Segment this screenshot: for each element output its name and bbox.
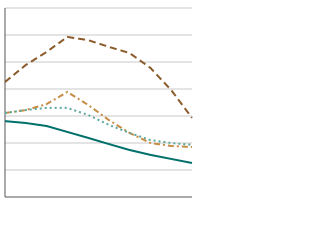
series-line	[4, 106, 193, 146]
series-line	[4, 120, 193, 164]
series-line	[4, 35, 193, 119]
series-line	[4, 90, 193, 149]
chart	[4, 7, 193, 198]
